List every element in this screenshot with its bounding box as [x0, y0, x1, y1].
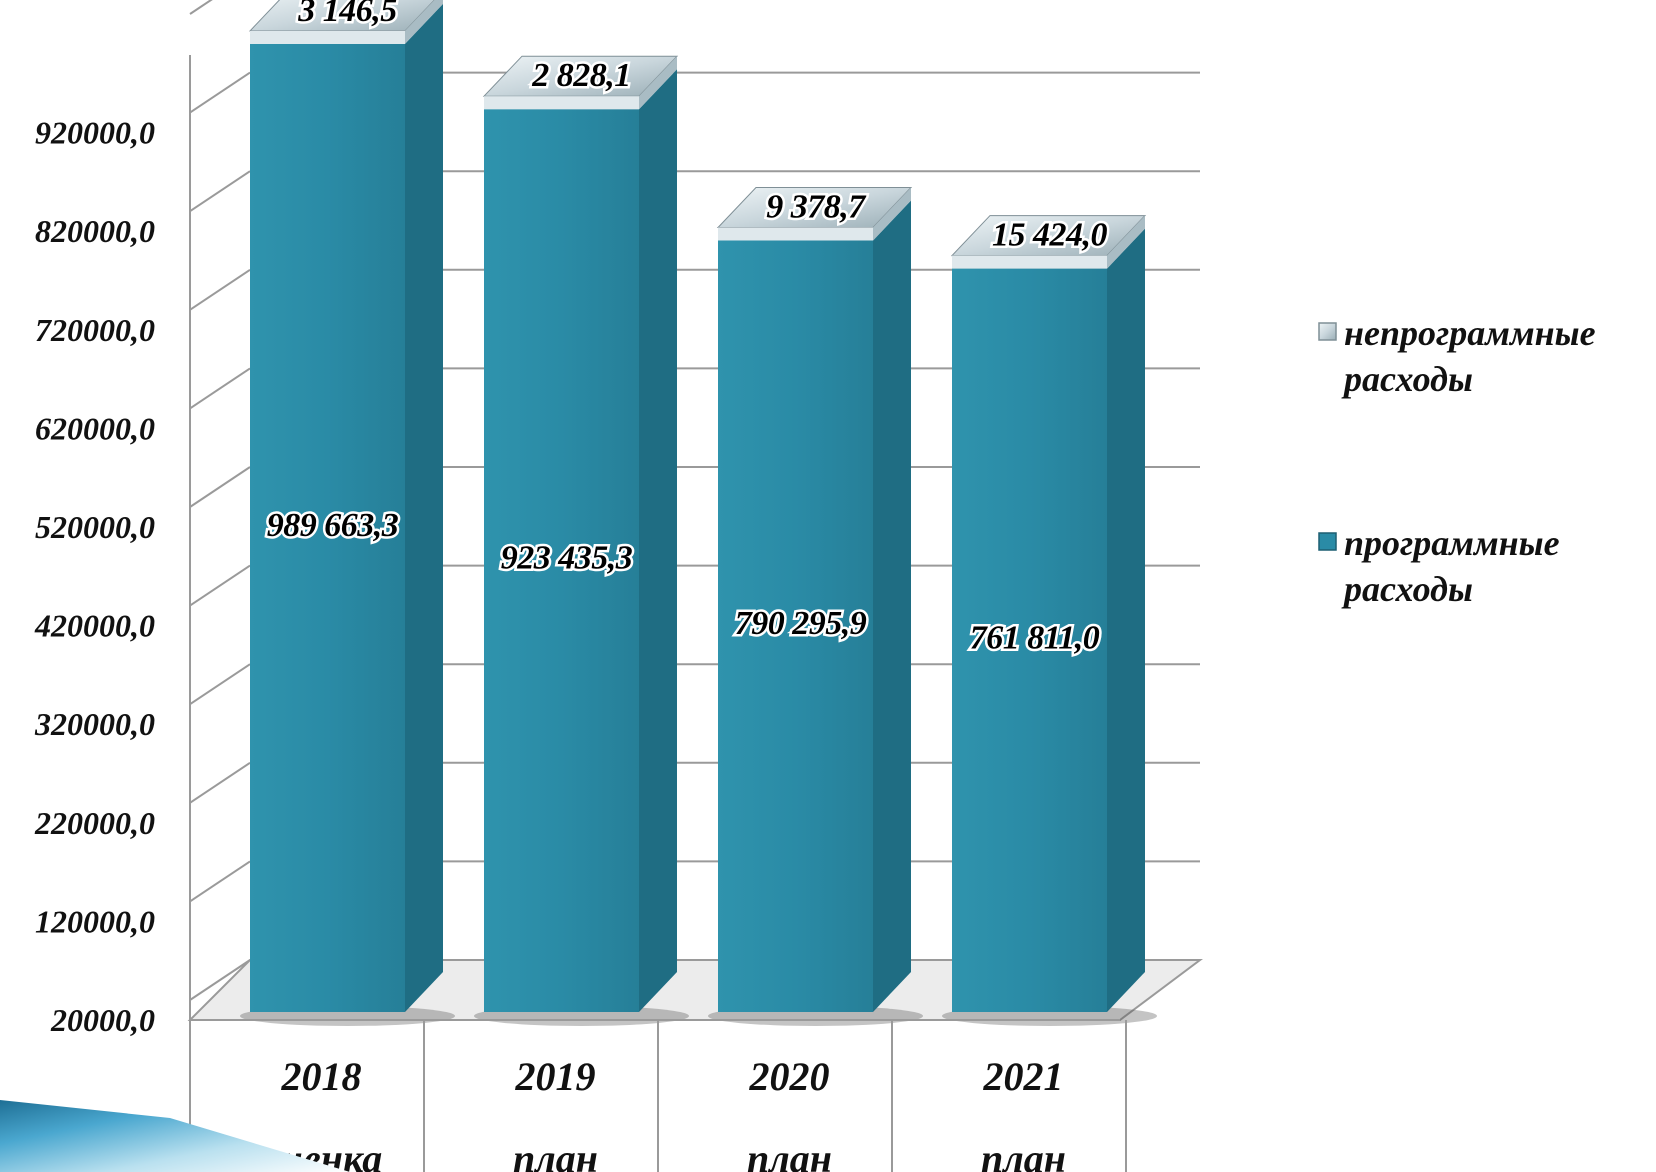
gridline-side-2 — [189, 761, 251, 804]
bar-nonprogram — [718, 227, 873, 241]
legend-label-program-line1: программные — [1344, 523, 1560, 563]
value-label-program: 989 663,3 — [267, 507, 399, 544]
bar-nonprogram — [952, 255, 1107, 269]
value-label-nonprogram: 15 424,0 — [992, 217, 1108, 254]
y-axis: 20000,0 120000,0 220000,0 320000,0 420000,0 5… — [34, 55, 191, 1172]
y-tick-label: 620000,0 — [35, 410, 155, 446]
gridline-side-8 — [189, 170, 251, 213]
bar-side-program — [1107, 228, 1145, 1013]
x-category-label: 2018 — [281, 1054, 362, 1099]
value-label-program: 790 295,9 — [735, 605, 867, 642]
y-tick-label: 120000,0 — [35, 903, 155, 939]
bar-program — [250, 43, 405, 1012]
legend-label-nonprogram-line1: непрограммные — [1344, 313, 1596, 353]
bar-cap-side-nonprogram — [1107, 215, 1145, 269]
bar-group-2019 — [474, 55, 689, 1026]
gridline-side-9 — [189, 71, 251, 114]
gridline-side-7 — [189, 268, 251, 311]
y-tick-label: 920000,0 — [35, 115, 155, 151]
value-label-nonprogram: 9 378,7 — [766, 188, 867, 225]
value-label-program: 923 435,3 — [501, 540, 633, 577]
bar-side-program — [405, 3, 443, 1012]
x-category-sublabel: план — [747, 1136, 832, 1172]
legend-swatch-nonprogram — [1318, 322, 1337, 341]
bar-group-2018 — [240, 0, 455, 1026]
x-category-sublabel: план — [981, 1136, 1066, 1172]
legend-item-nonprogram: непрограммные расходы — [1318, 313, 1596, 399]
bar-nonprogram — [250, 30, 405, 44]
x-category-label: 2020 — [749, 1054, 830, 1099]
gridline-side-4 — [189, 564, 251, 607]
x-category-sublabel: план — [513, 1136, 598, 1172]
x-category-label: 2019 — [515, 1054, 596, 1099]
gridline-side-3 — [189, 663, 251, 706]
y-tick-label: 320000,0 — [34, 706, 155, 742]
value-labels: 989 663,3 3 146,5 923 435,3 2 828,1 790 295,… — [264, 0, 1110, 659]
bar-side-program — [873, 200, 911, 1013]
bars-group — [240, 0, 1157, 1026]
bar-program — [484, 109, 639, 1013]
bar-cap-side-nonprogram — [873, 187, 911, 241]
legend-item-program: программные расходы — [1318, 523, 1560, 609]
x-category-label: 2021 — [983, 1054, 1064, 1099]
legend-label-program-line2: расходы — [1341, 569, 1473, 609]
bar-side-program — [639, 69, 677, 1013]
y-tick-label: 720000,0 — [35, 312, 155, 348]
gridline-side-6 — [189, 367, 251, 410]
bar-group-2020 — [708, 186, 923, 1026]
value-label-nonprogram: 2 828,1 — [531, 57, 631, 94]
bar-nonprogram — [484, 96, 639, 110]
y-tick-label: 520000,0 — [35, 509, 155, 545]
bar-cap-side-nonprogram — [405, 0, 443, 44]
value-label-program: 761 811,0 — [970, 619, 1100, 656]
legend-label-nonprogram-line2: расходы — [1341, 359, 1473, 399]
gridline-side-top — [189, 0, 213, 15]
bar-program — [718, 240, 873, 1013]
legend-swatch-program — [1318, 532, 1337, 551]
y-tick-label: 220000,0 — [34, 805, 155, 841]
corner-decoration — [0, 1100, 350, 1172]
bar-program — [952, 268, 1107, 1012]
y-tick-label: 420000,0 — [34, 608, 155, 644]
gridline-side-5 — [189, 466, 251, 508]
legend: непрограммные расходы программные расход… — [1318, 313, 1596, 609]
y-tick-label: 20000,0 — [50, 1002, 155, 1038]
value-label-nonprogram: 3 146,5 — [297, 0, 397, 29]
gridline-side-0 — [189, 959, 251, 1001]
bar-cap-side-nonprogram — [639, 56, 677, 110]
gridline-side-1 — [189, 860, 251, 903]
y-tick-label: 820000,0 — [35, 213, 155, 249]
